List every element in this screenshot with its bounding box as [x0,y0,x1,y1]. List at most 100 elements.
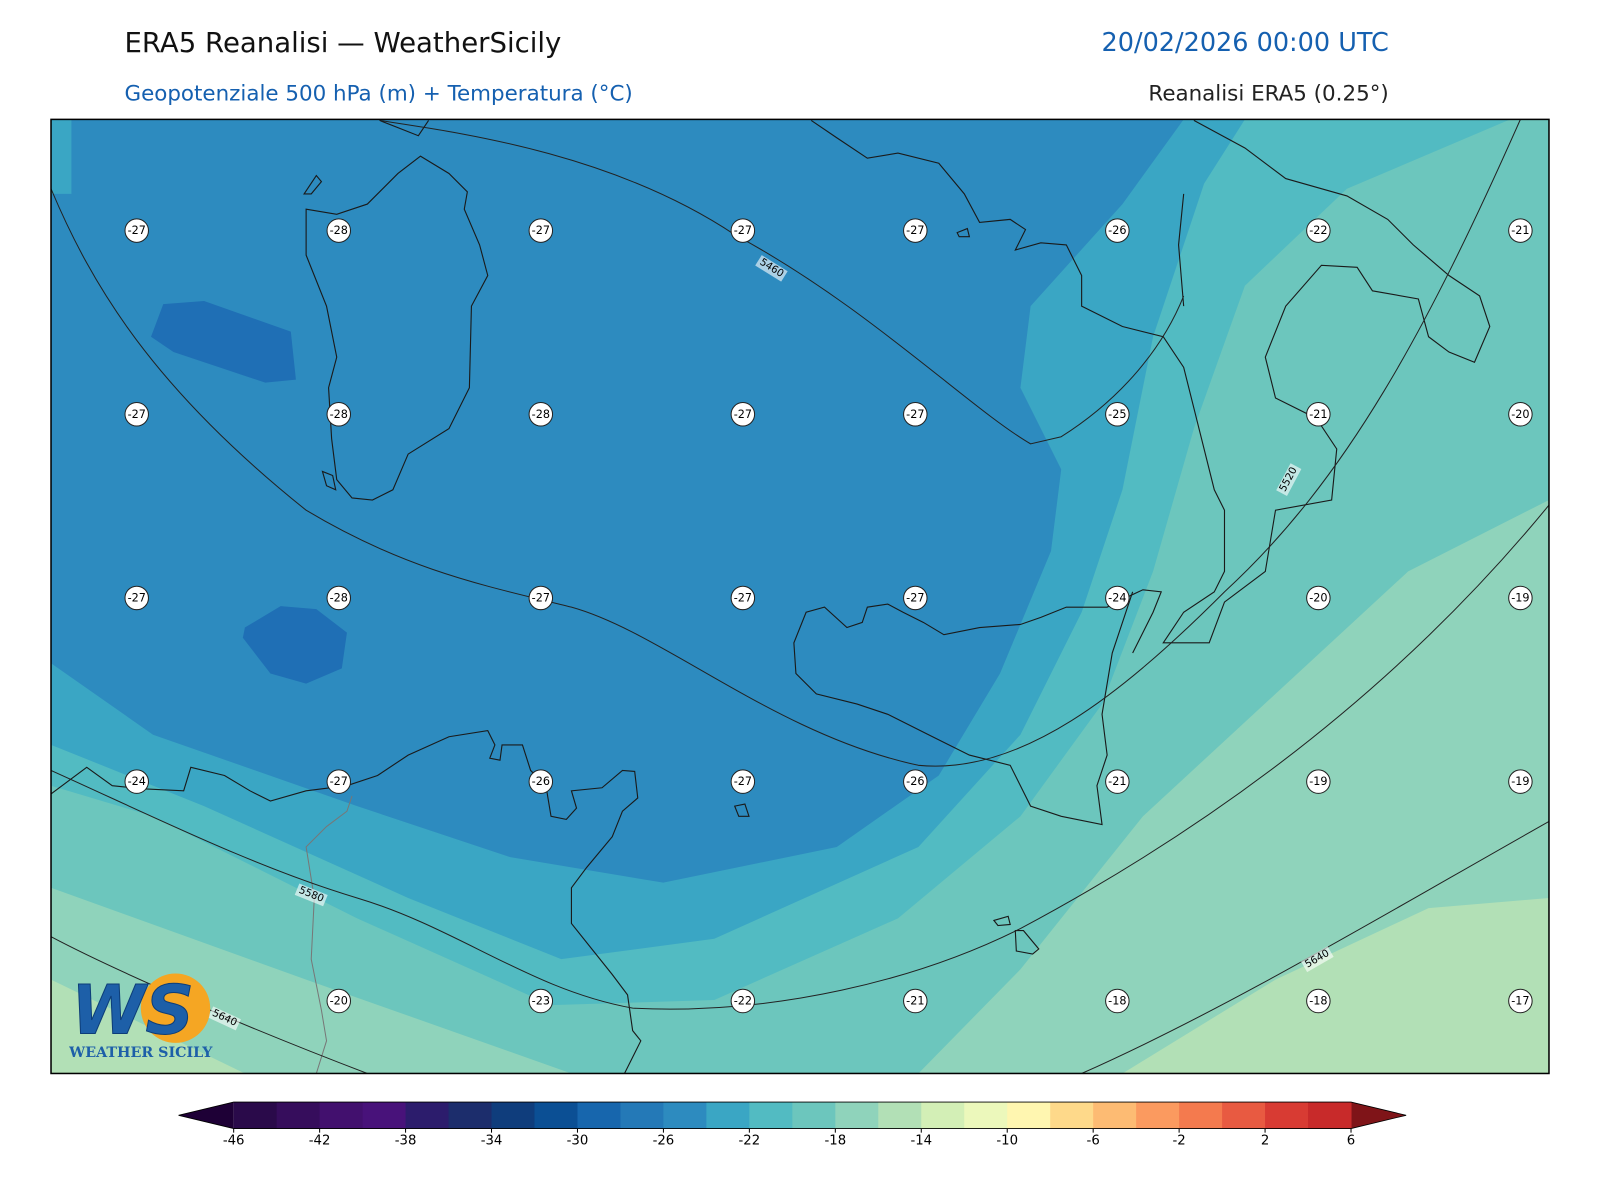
temp-station: -19 [1306,769,1331,794]
overlay: -27 -28 -27 -27 -27 -26 -22 -21 -27 -28 -28 -27 -27 -… [124,218,1533,1031]
colorbar-tick-label: -6 [1087,1133,1100,1148]
contour-label-bg [1276,463,1302,496]
logo: WS WEATHER SICILY [68,970,213,1061]
temp-station: -24 [1105,585,1130,611]
colorbar-bin [276,1102,321,1129]
station-circle [1508,585,1533,611]
temp-label: -19 [1511,591,1529,604]
temp-label: -27 [734,224,752,237]
station-circle [528,218,554,243]
temp-station: -24 [124,769,149,794]
station-circle [903,988,928,1014]
colorbar-tick-label: -2 [1173,1133,1186,1148]
temp-label: -27 [128,224,146,237]
temp-station: -23 [528,988,554,1014]
station-circle [1306,585,1331,611]
station-circle [730,988,756,1014]
colorbar-bin [1007,1102,1051,1129]
colorbar-extend [178,1102,234,1129]
station-circle [528,585,554,611]
temp-label: -21 [1309,408,1327,421]
temp-station: -27 [730,402,756,427]
colorbar-bin [491,1102,536,1129]
colorbar-tick-label: -14 [910,1133,932,1148]
temp-station: -20 [1508,402,1533,427]
station-circle [528,988,554,1014]
temp-label: -21 [1511,224,1529,237]
station-circle [1508,988,1533,1014]
isohypse [379,119,1185,445]
temp-label: -22 [734,995,752,1008]
colorbar-bin [1136,1102,1180,1129]
temp-station: -27 [903,218,928,243]
temp-label: -22 [1309,224,1327,237]
colorbar-tick-label: -38 [395,1133,417,1148]
contour-label-bg [294,883,328,907]
temp-station: -27 [124,585,149,611]
temp-station: -27 [903,402,928,427]
temp-station: -17 [1508,988,1533,1014]
temp-label: -27 [906,408,924,421]
station-circle [1508,769,1533,794]
colorbar-bin [1050,1102,1094,1129]
title: ERA5 Reanalisi — WeatherSicily [124,27,561,59]
station-circle [1105,402,1130,427]
coastline [51,729,642,1074]
coastline [305,155,489,501]
temp-station: -19 [1508,585,1533,611]
contour-label-bg [208,1006,241,1031]
colorbar-bin [1308,1102,1352,1129]
temp-station: -28 [528,402,554,427]
station-circle [1105,585,1130,611]
colorbar-bin [1179,1102,1223,1129]
colorbar-tick-label: -22 [739,1133,761,1148]
temp-label: -20 [330,995,348,1008]
colorbar-bin [706,1102,750,1129]
temp-station: -26 [528,769,554,794]
temp-label: -28 [330,591,348,604]
temp-label: -27 [128,591,146,604]
temp-label: -19 [1309,775,1327,788]
station-circle [1306,769,1331,794]
station-circle [730,218,756,243]
colorbar-bin [620,1102,664,1129]
temp-station: -21 [1105,769,1130,794]
temp-label: -27 [128,408,146,421]
map-frame [50,118,1550,1075]
temp-label: -18 [1108,995,1126,1008]
station-circle [903,218,928,243]
station-circle [326,218,352,243]
colorbar-bin [577,1102,621,1129]
temp-label: -24 [1108,591,1126,604]
temp-label: -27 [906,591,924,604]
station-circle [124,769,149,794]
colorbar-bin [878,1102,922,1129]
temp-station: -22 [730,988,756,1014]
temp-station: -28 [326,402,352,427]
colorbar-tick-label: -26 [653,1133,675,1148]
station-circle [1105,988,1130,1014]
temp-label: -21 [906,995,924,1008]
map: -27 -28 -27 -27 -27 -26 -22 -21 -27 -28 -28 -27 -27 -… [51,119,1549,1074]
temp-label: -18 [1309,995,1327,1008]
station-circle [326,988,352,1014]
station-circle [903,769,928,794]
temp-station: -27 [730,585,756,611]
temp-station: -20 [1306,585,1331,611]
colorbar: -46 -42 -38 -34 -30 -26 -22 -18 -14 -10 -6 -2 2 6 [178,1101,1407,1148]
station-circle [1508,218,1533,243]
isohypse [51,504,1549,1010]
temp-fill [242,606,347,684]
temp-station: -27 [528,585,554,611]
coastline [733,227,1040,955]
station-circle [730,585,756,611]
station-circle [1508,402,1533,427]
colorbar-tick-label: -34 [481,1133,503,1148]
temp-station: -18 [1105,988,1130,1014]
colorbar-bin [663,1102,707,1129]
station-circle [730,769,756,794]
temp-label: -27 [330,775,348,788]
colorbar-tick-label: 2 [1261,1133,1269,1148]
temp-fill [151,301,296,383]
colorbar-tick-label: -18 [824,1133,846,1148]
